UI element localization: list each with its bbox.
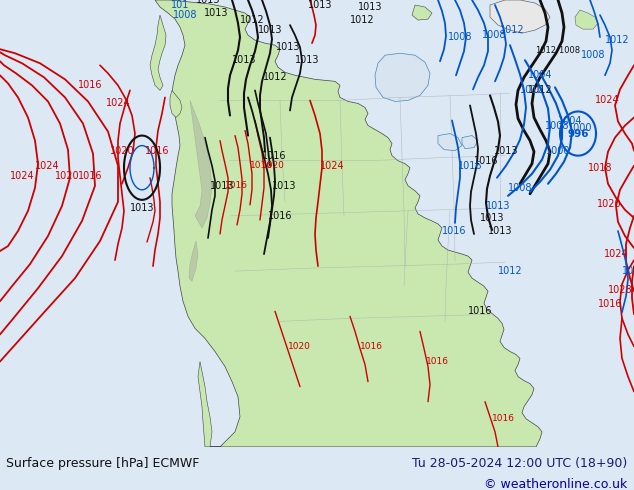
Text: © weatheronline.co.uk: © weatheronline.co.uk [484,478,628,490]
Text: 1016: 1016 [492,414,515,423]
Text: Surface pressure [hPa] ECMWF: Surface pressure [hPa] ECMWF [6,457,200,470]
Text: 1024: 1024 [10,171,35,181]
Text: 1020: 1020 [110,146,134,156]
Text: 1016: 1016 [474,156,498,166]
Text: 1016: 1016 [145,146,169,156]
Text: 1013: 1013 [232,55,257,65]
Text: 1004: 1004 [527,71,552,80]
Text: 996: 996 [567,128,589,139]
Polygon shape [189,241,198,281]
Text: 1028: 1028 [609,285,633,295]
Text: 1013: 1013 [276,42,301,52]
Polygon shape [198,362,212,447]
Text: 1013: 1013 [130,203,154,213]
Text: 1012: 1012 [527,85,552,96]
Text: 1013: 1013 [204,8,228,18]
Text: 1016: 1016 [458,161,482,171]
Text: 1016: 1016 [468,306,492,317]
Text: 1016: 1016 [78,171,103,181]
Text: 1013: 1013 [196,0,220,5]
Polygon shape [170,90,182,118]
Text: 1020: 1020 [597,199,622,209]
Text: 1012: 1012 [498,266,522,276]
Polygon shape [190,100,212,228]
Text: 1008: 1008 [508,183,533,193]
Text: 1008: 1008 [448,32,472,42]
Text: 1013: 1013 [488,226,512,236]
Polygon shape [412,5,432,20]
Polygon shape [462,136,478,148]
Text: 1008: 1008 [545,121,569,130]
Text: 1013: 1013 [358,2,382,12]
Text: 1024: 1024 [595,96,620,105]
Text: 1020: 1020 [288,342,311,351]
Text: 1012: 1012 [240,15,264,25]
Polygon shape [575,10,598,29]
Text: 1012: 1012 [500,25,524,35]
Text: 1016: 1016 [250,161,273,170]
Text: 1012-1008: 1012-1008 [536,46,581,55]
Text: 1016: 1016 [360,342,383,351]
Text: 1016: 1016 [597,299,622,309]
Text: 1024: 1024 [320,161,345,171]
Text: 1004: 1004 [558,116,583,125]
Text: 101: 101 [171,0,189,10]
Text: 1020: 1020 [262,161,285,170]
Polygon shape [438,134,462,150]
Text: 1013: 1013 [295,55,320,65]
Text: 1016: 1016 [262,150,287,161]
Text: 1013: 1013 [494,146,519,156]
Text: 1016: 1016 [225,181,248,190]
Text: 1013: 1013 [480,213,504,223]
Text: 1013: 1013 [210,181,235,191]
Polygon shape [490,0,550,33]
Text: 1013: 1013 [272,181,297,191]
Text: 1016: 1016 [622,266,634,276]
Text: 1008: 1008 [581,50,605,60]
Polygon shape [155,0,542,447]
Text: Tu 28-05-2024 12:00 UTC (18+90): Tu 28-05-2024 12:00 UTC (18+90) [412,457,628,470]
Text: 1012: 1012 [263,73,288,82]
Text: 1024: 1024 [604,249,629,259]
Text: 1013: 1013 [258,25,282,35]
Text: 1000: 1000 [568,122,593,132]
Text: 1013: 1013 [307,0,332,10]
Text: 1018: 1018 [588,163,612,172]
Text: 1024: 1024 [35,161,60,171]
Text: 1024: 1024 [106,98,131,108]
Text: 1016: 1016 [268,211,292,221]
Text: 1020: 1020 [55,171,80,181]
Text: 1012: 1012 [605,35,630,45]
Polygon shape [375,53,430,101]
Polygon shape [150,15,166,90]
Text: 1016: 1016 [426,357,449,366]
Text: 1008: 1008 [172,10,197,20]
Text: 1008: 1008 [482,30,507,40]
Text: 1012: 1012 [350,15,374,25]
Text: 1016: 1016 [442,226,466,236]
Text: 1012: 1012 [520,85,545,96]
Text: 1013: 1013 [486,201,510,211]
Text: 1000: 1000 [546,146,570,156]
Text: 1016: 1016 [78,80,103,90]
